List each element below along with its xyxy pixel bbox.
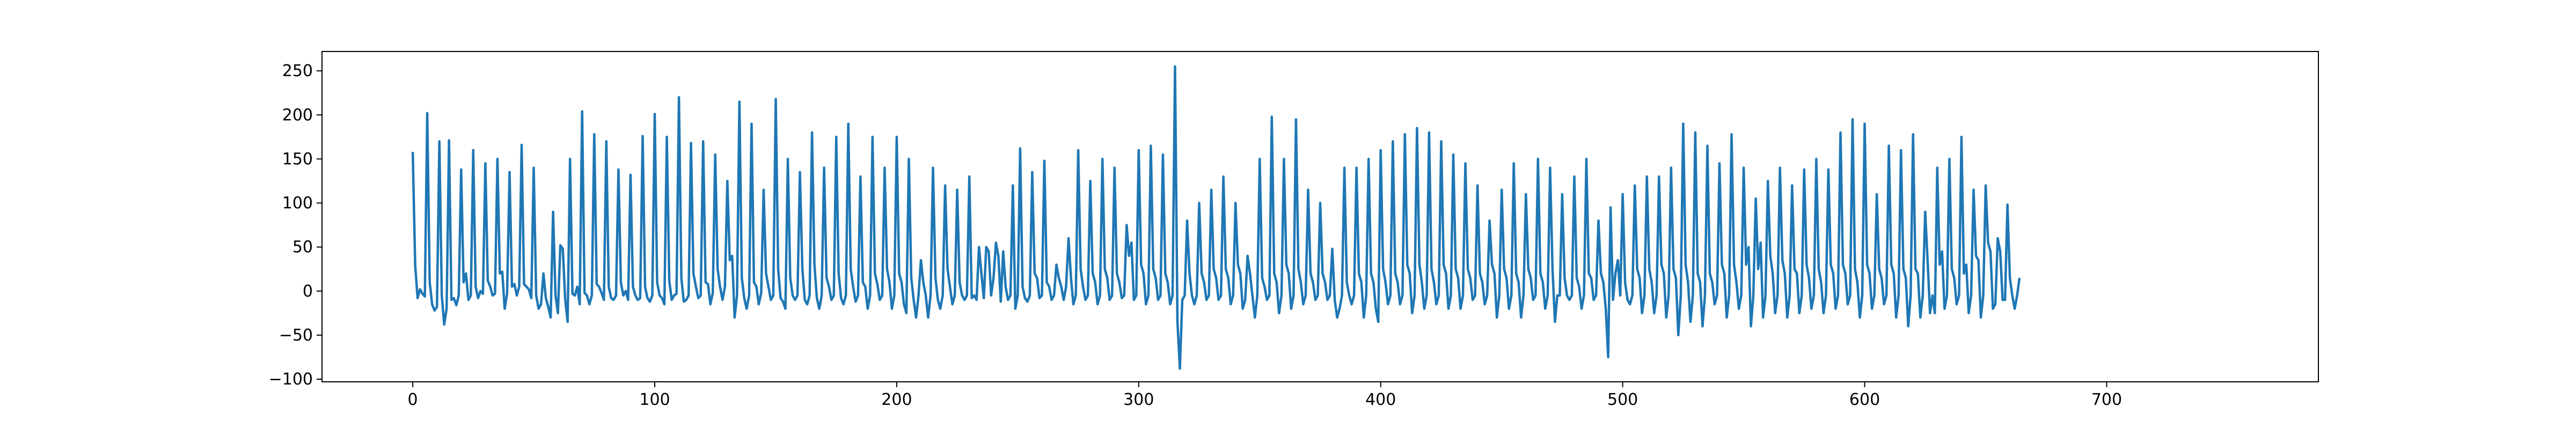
x-tick-label: 400: [1365, 390, 1396, 409]
x-tick-label: 200: [881, 390, 912, 409]
plot-area: [411, 65, 2021, 370]
x-tick-label: 300: [1123, 390, 1154, 409]
x-tick-label: 100: [639, 390, 670, 409]
y-tick-label: 0: [303, 282, 313, 301]
axes-frame: [321, 51, 2319, 382]
y-tick-label: −100: [269, 370, 313, 389]
x-tick-label: 600: [1849, 390, 1880, 409]
x-tick-label: 0: [408, 390, 418, 409]
series-line-0: [411, 65, 2021, 370]
y-tick-label: 100: [282, 194, 313, 213]
x-tick-label: 500: [1607, 390, 1638, 409]
y-tick-label: 150: [282, 150, 313, 168]
y-tick-label: 50: [292, 238, 313, 257]
y-tick-label: 250: [282, 62, 313, 80]
axis-ticks: 0 100 200 300 400 500 600 700 −100 −50 0 50 100 150 20…: [269, 62, 2122, 409]
y-tick-label: 200: [282, 106, 313, 124]
y-tick-label: −50: [279, 326, 313, 345]
x-tick-label: 700: [2091, 390, 2122, 409]
